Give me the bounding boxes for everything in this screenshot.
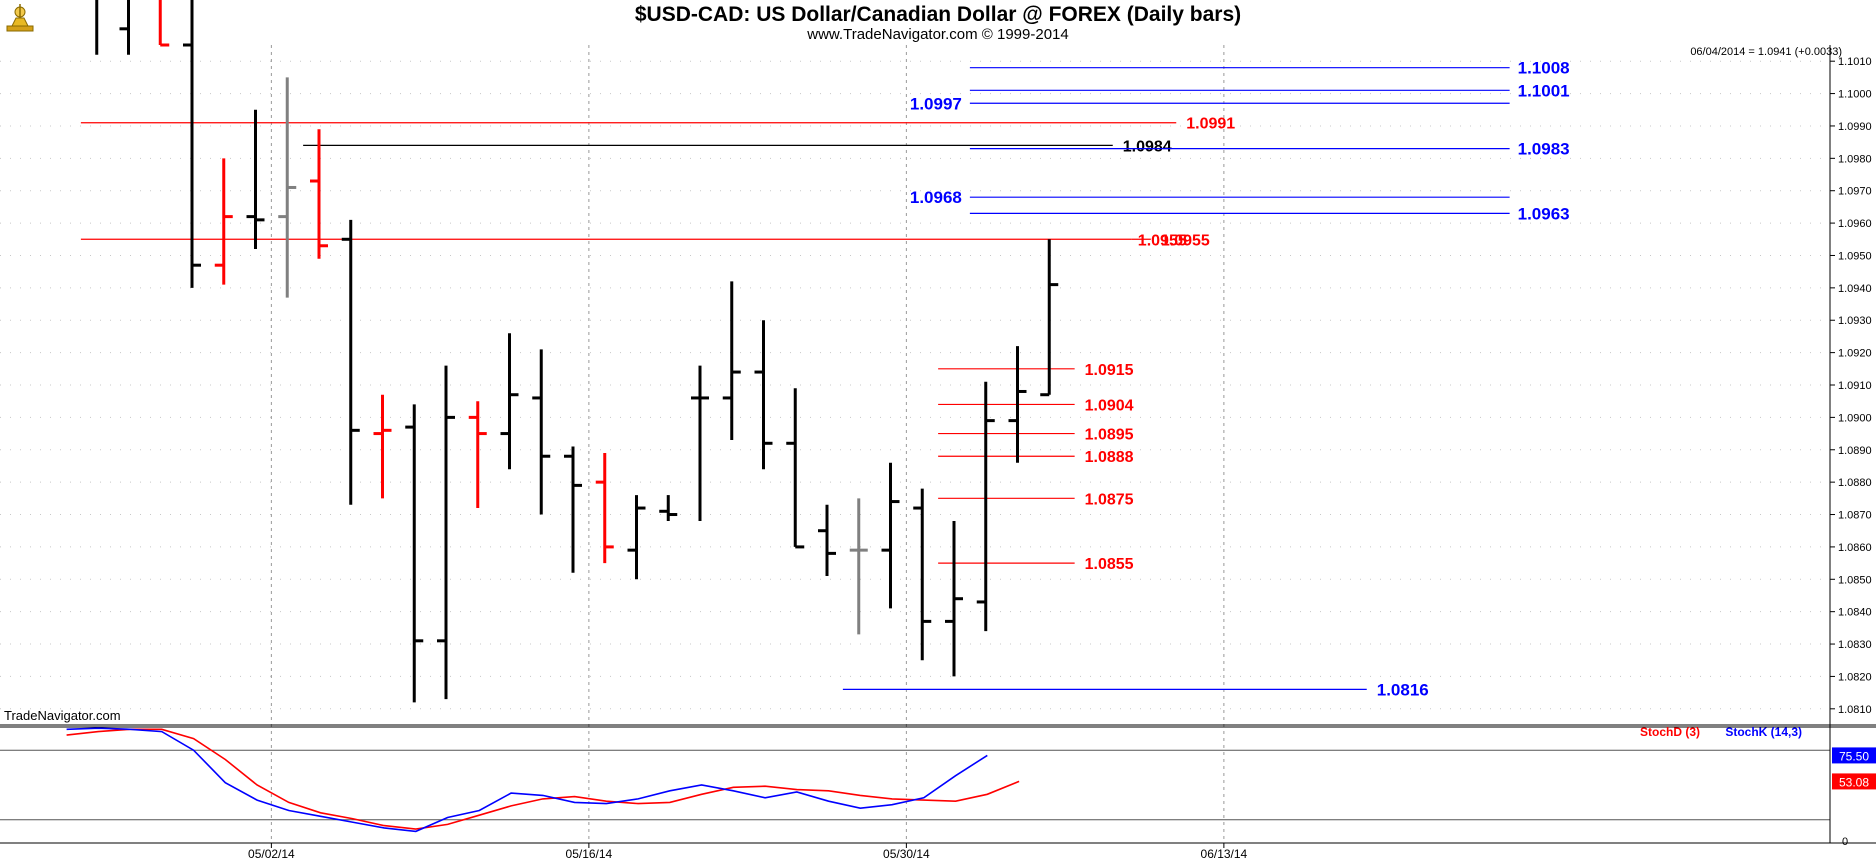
level-label: 1.0963 <box>1518 204 1570 223</box>
ohlc-bar <box>246 109 265 249</box>
ohlc-bar <box>532 349 551 515</box>
ohlc-bar <box>627 495 646 580</box>
x-tick-label: 05/02/14 <box>248 847 295 861</box>
y-tick-label: 1.1000 <box>1838 89 1872 101</box>
last-quote: 06/04/2014 = 1.0941 (+0.0033) <box>1690 46 1842 58</box>
support-resistance-levels: 1.1008 1.1001 1.0997 1.0991 1.0984 1.0983 1.09… <box>80 59 1570 699</box>
y-tick-label: 1.0820 <box>1838 671 1872 683</box>
ohlc-bar <box>214 158 233 285</box>
level-label: 1.0968 <box>910 188 962 207</box>
y-tick-label: 1.0810 <box>1838 704 1872 716</box>
level-label: 1.0855 <box>1085 556 1134 573</box>
ohlc-bar <box>818 504 836 577</box>
ohlc-bar <box>373 394 392 499</box>
legend-stoch-d: StochD (3) <box>1640 725 1700 739</box>
ohlc-bar <box>722 281 741 441</box>
level-label: 1.0888 <box>1085 449 1134 466</box>
ohlc-bar <box>310 129 328 259</box>
y-tick-label: 1.0980 <box>1838 153 1872 165</box>
level-label: 1.0991 <box>1186 116 1235 133</box>
trade-navigator-logo-icon <box>6 4 34 32</box>
y-tick-label: 1.0950 <box>1838 250 1872 262</box>
ohlc-bar <box>468 401 487 509</box>
stoch-last-badge <box>1832 747 1876 764</box>
stoch-line <box>66 727 988 833</box>
ohlc-bar <box>500 333 519 470</box>
ohlc-bar <box>437 365 455 700</box>
axes: 1.0810 1.0820 1.0830 1.0840 1.0850 1.0860 1.08… <box>0 45 1876 861</box>
y-tick-label: 1.0880 <box>1838 477 1872 489</box>
chart-title: $USD-CAD: US Dollar/Canadian Dollar @ FO… <box>634 3 1242 26</box>
level-label: 1.0904 <box>1085 397 1134 414</box>
level-label: 1.1008 <box>1518 59 1570 78</box>
level-label: 1.0997 <box>910 94 962 113</box>
stoch-last-value: 53.08 <box>1839 775 1869 789</box>
ohlc-bar <box>881 462 900 609</box>
y-tick-label: 1.0840 <box>1838 607 1872 619</box>
ohlc-bar <box>1040 239 1059 397</box>
ohlc-bar <box>564 446 582 573</box>
ohlc-bar <box>158 0 170 47</box>
y-tick-label: 1.0850 <box>1838 574 1872 586</box>
ohlc-bar <box>786 388 805 549</box>
ohlc-bar <box>976 381 995 632</box>
y-tick-label: 1.0990 <box>1838 121 1872 133</box>
y-tick-label: 1.1010 <box>1838 56 1872 68</box>
stoch-last-badge <box>1832 773 1876 790</box>
ohlc-bar <box>119 0 130 55</box>
grid <box>0 45 1830 843</box>
stoch-line <box>66 728 1020 830</box>
stoch-last-value: 75.50 <box>1839 749 1869 763</box>
level-label: 1.0984 <box>1123 138 1172 155</box>
y-tick-label: 1.0870 <box>1838 510 1872 522</box>
stochastic-panel: 53.08 75.50 StochD (3) StochK (14,3) <box>0 725 1876 833</box>
ohlc-bar <box>183 0 201 288</box>
level-label: 1.0875 <box>1085 491 1134 508</box>
watermark: TradeNavigator.com <box>4 708 121 723</box>
stoch-y-tick-label: 0 <box>1842 836 1848 848</box>
y-tick-label: 1.0920 <box>1838 348 1872 360</box>
level-label: 1.0816 <box>1377 680 1429 699</box>
ohlc-bar <box>913 488 932 661</box>
price-bars <box>95 0 1059 703</box>
level-label: 1.0955 <box>1161 232 1210 249</box>
y-tick-label: 1.0860 <box>1838 542 1872 554</box>
ohlc-bar <box>691 365 709 521</box>
y-tick-label: 1.0900 <box>1838 412 1872 424</box>
chart-header: $USD-CAD: US Dollar/Canadian Dollar @ FO… <box>0 0 1876 45</box>
level-label: 1.0895 <box>1085 427 1134 444</box>
y-tick-label: 1.0930 <box>1838 315 1872 327</box>
legend-stoch-k: StochK (14,3) <box>1725 725 1802 739</box>
level-label: 1.0955 <box>1138 232 1187 249</box>
level-label: 1.0983 <box>1518 140 1570 159</box>
ohlc-bar <box>278 77 297 298</box>
ohlc-bar <box>754 320 773 470</box>
y-tick-label: 1.0940 <box>1838 283 1872 295</box>
ohlc-bar <box>1008 346 1027 463</box>
ohlc-bar <box>945 521 963 677</box>
ohlc-bar <box>659 495 678 521</box>
ohlc-bar <box>405 404 424 703</box>
x-tick-label: 06/13/14 <box>1201 847 1248 861</box>
ohlc-bar <box>595 453 614 564</box>
x-tick-label: 05/30/14 <box>883 847 930 861</box>
level-label: 1.0915 <box>1085 362 1134 379</box>
x-tick-label: 05/16/14 <box>566 847 613 861</box>
level-label: 1.1001 <box>1518 81 1570 100</box>
y-tick-label: 1.0910 <box>1838 380 1872 392</box>
y-tick-label: 1.0970 <box>1838 186 1872 198</box>
ohlc-bar <box>849 498 868 635</box>
y-tick-label: 1.0890 <box>1838 445 1872 457</box>
ohlc-bar <box>341 219 360 505</box>
ohlc-bar <box>95 0 99 55</box>
y-tick-label: 1.0830 <box>1838 639 1872 651</box>
y-tick-label: 1.0960 <box>1838 218 1872 230</box>
chart-subtitle: www.TradeNavigator.com © 1999-2014 <box>807 26 1069 43</box>
